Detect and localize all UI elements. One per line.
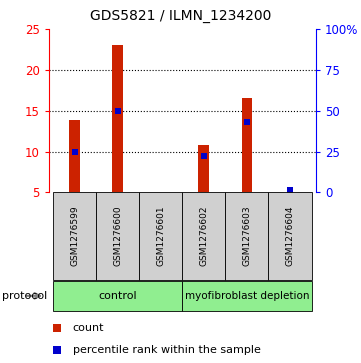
Text: control: control bbox=[98, 291, 137, 301]
Bar bbox=[139, 192, 182, 280]
Bar bbox=[199, 146, 209, 192]
Text: GDS5821 / ILMN_1234200: GDS5821 / ILMN_1234200 bbox=[90, 9, 271, 23]
Bar bbox=[69, 120, 80, 192]
Text: GSM1276602: GSM1276602 bbox=[199, 206, 208, 266]
Text: GSM1276601: GSM1276601 bbox=[156, 205, 165, 266]
Text: GSM1276604: GSM1276604 bbox=[286, 206, 295, 266]
Bar bbox=[53, 192, 96, 280]
Bar bbox=[182, 192, 225, 280]
Text: count: count bbox=[73, 323, 104, 333]
Bar bbox=[225, 192, 269, 280]
Bar bbox=[112, 45, 123, 192]
Text: percentile rank within the sample: percentile rank within the sample bbox=[73, 345, 261, 355]
Bar bbox=[269, 192, 312, 280]
Text: protocol: protocol bbox=[2, 291, 47, 301]
Bar bbox=[182, 281, 312, 310]
Text: GSM1276603: GSM1276603 bbox=[243, 205, 251, 266]
Text: myofibroblast depletion: myofibroblast depletion bbox=[185, 291, 309, 301]
Text: GSM1276599: GSM1276599 bbox=[70, 205, 79, 266]
Bar bbox=[242, 98, 252, 192]
Text: GSM1276600: GSM1276600 bbox=[113, 205, 122, 266]
Bar bbox=[53, 281, 182, 310]
Bar bbox=[96, 192, 139, 280]
